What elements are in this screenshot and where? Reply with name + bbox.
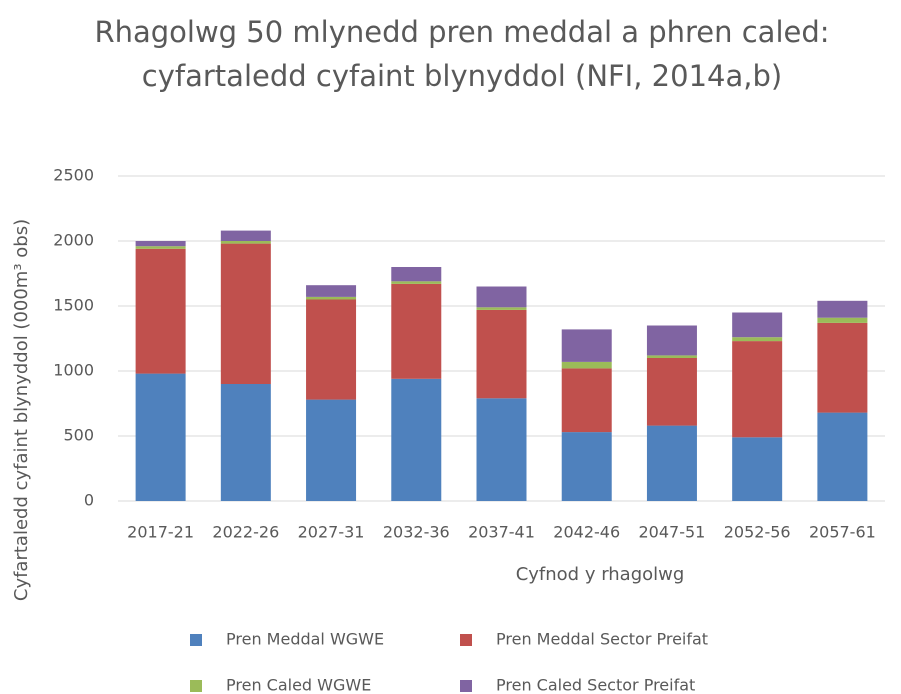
legend-label: Pren Caled Sector Preifat <box>496 676 695 694</box>
bar-segment <box>732 312 783 338</box>
bar-segment <box>561 329 612 362</box>
bar-segment <box>391 267 442 282</box>
bar-segment <box>732 437 783 501</box>
legend-swatch <box>190 680 202 692</box>
bar-segment <box>306 399 357 501</box>
bar-segment <box>220 230 271 241</box>
x-tick-label: 2027-31 <box>298 523 365 542</box>
bar-segment <box>646 355 697 358</box>
bar-segment <box>646 358 697 426</box>
chart-title: Rhagolwg 50 mlynedd pren meddal a phren … <box>94 15 830 93</box>
y-tick-label: 2000 <box>53 231 94 250</box>
bar-segment <box>306 296 357 300</box>
legend-label: Pren Meddal Sector Preifat <box>496 630 708 649</box>
bar-segment <box>306 285 357 297</box>
y-tick-label: 2500 <box>53 166 94 185</box>
bar-segment <box>135 373 186 501</box>
bar-segment <box>817 300 868 318</box>
legend-label: Pren Meddal WGWE <box>226 630 384 649</box>
x-tick-label: 2052-56 <box>724 523 791 542</box>
legend-swatch <box>460 634 472 646</box>
bar-segment <box>391 378 442 501</box>
bar-segment <box>646 325 697 356</box>
bar-segment <box>306 299 357 400</box>
bar-segment <box>476 307 527 310</box>
x-tick-label: 2017-21 <box>127 523 194 542</box>
bar-segment <box>561 368 612 433</box>
bar-segment <box>817 412 868 501</box>
bar-segment <box>135 248 186 374</box>
bar-segment <box>732 341 783 438</box>
bar-segment <box>732 337 783 342</box>
bar-segment <box>561 361 612 369</box>
x-tick-label: 2037-41 <box>468 523 535 542</box>
bar-segment <box>476 398 527 501</box>
y-tick-label: 500 <box>63 426 94 445</box>
bar-segment <box>476 309 527 399</box>
bar-segment <box>561 432 612 501</box>
x-tick-label: 2032-36 <box>383 523 450 542</box>
x-tick-label: 2047-51 <box>639 523 706 542</box>
x-tick-label: 2057-61 <box>809 523 876 542</box>
x-tick-label: 2022-26 <box>212 523 279 542</box>
legend-label: Pren Caled WGWE <box>226 676 371 694</box>
bar-segment <box>220 241 271 244</box>
y-axis-label: Cyfartaledd cyfaint blynyddol (000m³ obs… <box>11 219 32 601</box>
bar-segment <box>646 425 697 501</box>
y-tick-label: 1500 <box>53 296 94 315</box>
bar-segment <box>817 317 868 323</box>
legend-swatch <box>460 680 472 692</box>
y-tick-label: 1000 <box>53 361 94 380</box>
bar-segment <box>135 246 186 249</box>
bar-segment <box>391 281 442 284</box>
x-tick-label: 2042-46 <box>553 523 620 542</box>
bar-segment <box>817 322 868 413</box>
bar-segment <box>391 283 442 379</box>
bar-segment <box>135 241 186 247</box>
bar-segment <box>476 286 527 308</box>
y-tick-label: 0 <box>84 491 94 510</box>
x-axis-label: Cyfnod y rhagolwg <box>516 564 685 585</box>
bar-segment <box>220 384 271 501</box>
legend-swatch <box>190 634 202 646</box>
bar-segment <box>220 243 271 384</box>
